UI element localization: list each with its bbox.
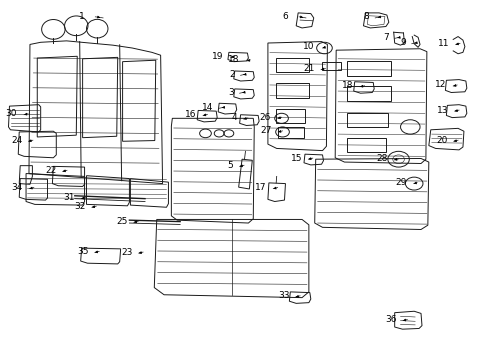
Text: 28: 28 [376,154,387,163]
Bar [346,86,390,101]
Text: 18: 18 [342,81,353,90]
Text: 5: 5 [227,161,233,170]
Text: 8: 8 [363,12,368,21]
Text: 3: 3 [227,87,233,96]
Bar [346,61,390,76]
Text: 30: 30 [6,109,17,118]
Text: 6: 6 [282,12,288,21]
Bar [321,62,340,70]
Text: 2: 2 [229,70,234,79]
Text: 25: 25 [116,217,127,226]
Text: 35: 35 [77,247,88,256]
Text: 34: 34 [12,183,23,192]
Text: 36: 36 [385,315,396,324]
Text: 18: 18 [228,55,239,64]
Text: 24: 24 [11,136,22,145]
Bar [275,83,308,98]
Text: 4: 4 [231,113,237,122]
Text: 1: 1 [79,12,84,21]
Bar [346,113,387,127]
Text: 12: 12 [434,81,446,90]
Text: 33: 33 [277,291,289,300]
Text: 26: 26 [259,113,270,122]
Text: 10: 10 [303,42,314,51]
Text: 15: 15 [290,154,302,163]
Text: 29: 29 [394,178,406,187]
Text: 19: 19 [212,52,223,61]
Bar [275,58,308,72]
Text: 22: 22 [45,166,56,175]
Text: 32: 32 [74,202,85,211]
Text: 7: 7 [382,33,388,42]
Text: 31: 31 [63,193,75,202]
Text: 20: 20 [435,136,447,145]
Text: 23: 23 [121,248,132,257]
Text: 13: 13 [436,105,447,114]
Text: 14: 14 [202,103,213,112]
Text: 21: 21 [303,64,314,73]
Text: 11: 11 [437,39,448,48]
Text: 17: 17 [255,183,266,192]
Bar [277,127,304,138]
Text: 9: 9 [399,38,405,47]
Bar [346,138,385,152]
Text: 27: 27 [260,126,271,135]
Bar [275,109,305,123]
Text: 16: 16 [185,110,196,119]
